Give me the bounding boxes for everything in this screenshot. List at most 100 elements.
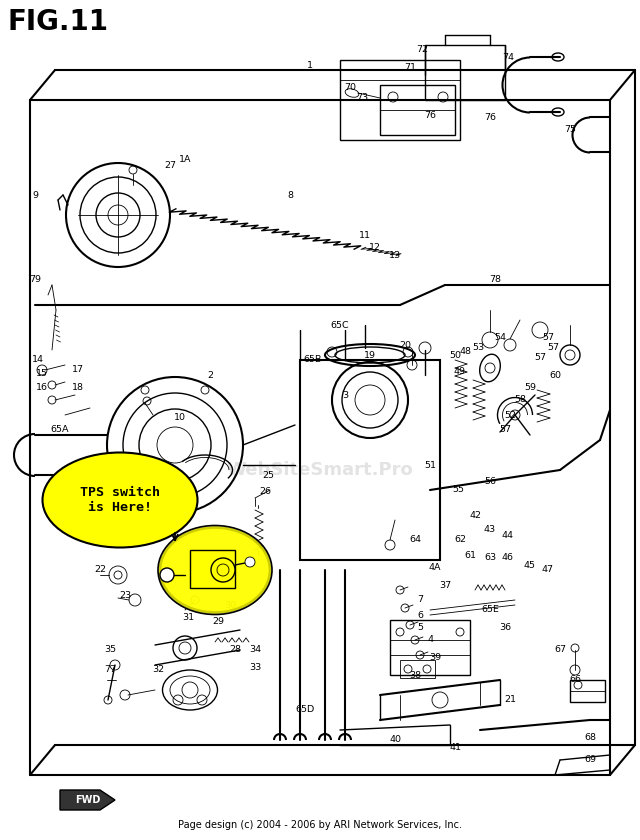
Bar [380,85,455,135]
Text: 48: 48 [459,348,471,356]
Text: 16: 16 [36,382,48,391]
Text: 1: 1 [307,60,313,70]
Text: 59: 59 [524,384,536,392]
Text: TPS switch
is Here!: TPS switch is Here! [80,486,160,514]
Text: 57: 57 [542,333,554,343]
Text: 49: 49 [454,368,466,376]
Text: 39: 39 [429,654,441,663]
Text: 75: 75 [564,125,576,134]
Text: 61: 61 [464,550,476,559]
Text: 20: 20 [399,340,411,349]
Text: 65A: 65A [51,426,69,434]
Text: WebSiteSmart.Pro: WebSiteSmart.Pro [227,461,413,479]
Text: 71: 71 [404,64,416,72]
Text: 65C: 65C [331,321,349,329]
Ellipse shape [160,528,270,612]
Text: 11: 11 [359,230,371,239]
Text: 41: 41 [449,743,461,753]
Text: 65: 65 [159,464,171,472]
Polygon shape [60,790,115,810]
Text: 53: 53 [472,344,484,353]
Text: 40: 40 [389,736,401,744]
Text: 46: 46 [502,554,514,563]
Text: 52: 52 [504,411,516,419]
Text: 42: 42 [469,511,481,519]
Text: 70: 70 [344,83,356,92]
Text: 34: 34 [249,645,261,654]
Text: 65E: 65E [481,606,499,615]
Text: FIG.11: FIG.11 [8,8,109,36]
Text: 65D: 65D [296,706,315,715]
Text: 31: 31 [182,613,194,622]
Text: 76: 76 [484,113,496,123]
Text: 5: 5 [417,623,423,633]
Text: Page design (c) 2004 - 2006 by ARI Network Services, Inc.: Page design (c) 2004 - 2006 by ARI Netwo… [178,820,462,830]
Text: 50: 50 [449,350,461,360]
Text: 79: 79 [29,276,41,285]
Text: 7: 7 [417,596,423,605]
Text: 76: 76 [424,111,436,119]
Text: 14: 14 [32,355,44,365]
Text: 63: 63 [484,554,496,563]
Text: 6: 6 [417,611,423,620]
Ellipse shape [42,453,198,548]
Bar [340,60,460,140]
Text: 62: 62 [454,536,466,544]
Text: 15: 15 [36,370,48,379]
Text: 67: 67 [554,645,566,654]
Text: 37: 37 [439,580,451,590]
Text: 26: 26 [259,487,271,496]
Bar [570,680,605,702]
Text: 43: 43 [484,526,496,534]
Text: 13: 13 [389,250,401,260]
Bar [190,550,235,588]
Text: 65B: 65B [304,355,322,365]
Text: 69: 69 [584,755,596,764]
Text: 64: 64 [409,536,421,544]
Text: 28: 28 [229,645,241,654]
Circle shape [245,557,255,567]
Text: 27: 27 [164,160,176,170]
Text: 2: 2 [207,370,213,380]
Text: 60: 60 [549,370,561,380]
Text: 36: 36 [499,623,511,633]
Text: 56: 56 [484,477,496,486]
Bar [390,620,470,675]
Text: 45: 45 [524,560,536,570]
Text: 78: 78 [489,276,501,285]
Text: 10: 10 [174,413,186,423]
Text: 17: 17 [72,365,84,375]
Text: 35: 35 [104,645,116,654]
Bar [400,660,435,678]
Text: 19: 19 [364,350,376,360]
Text: 21: 21 [504,696,516,705]
Text: 57: 57 [534,354,546,363]
Text: 23: 23 [119,591,131,601]
Text: 9: 9 [32,191,38,199]
Text: 68: 68 [584,733,596,743]
Text: 55: 55 [452,486,464,495]
Text: 4: 4 [427,636,433,644]
Text: 57: 57 [499,426,511,434]
Text: 22: 22 [94,565,106,575]
Text: 8: 8 [287,191,293,199]
Text: 73: 73 [356,92,368,102]
Text: 72: 72 [416,45,428,55]
Text: 3: 3 [342,391,348,400]
Text: 54: 54 [494,333,506,343]
Text: 12: 12 [369,244,381,253]
Text: 77: 77 [104,665,116,675]
Text: 51: 51 [424,460,436,470]
Text: 4A: 4A [429,564,441,573]
Bar [300,360,440,560]
Text: 44: 44 [502,531,514,539]
Text: 1A: 1A [179,155,191,165]
Circle shape [160,568,174,582]
Circle shape [211,558,235,582]
Text: 47: 47 [542,565,554,575]
Text: 25: 25 [262,470,274,480]
Text: 18: 18 [72,382,84,391]
Text: 33: 33 [249,664,261,673]
Text: 65: 65 [149,491,161,500]
Text: 58: 58 [514,396,526,405]
